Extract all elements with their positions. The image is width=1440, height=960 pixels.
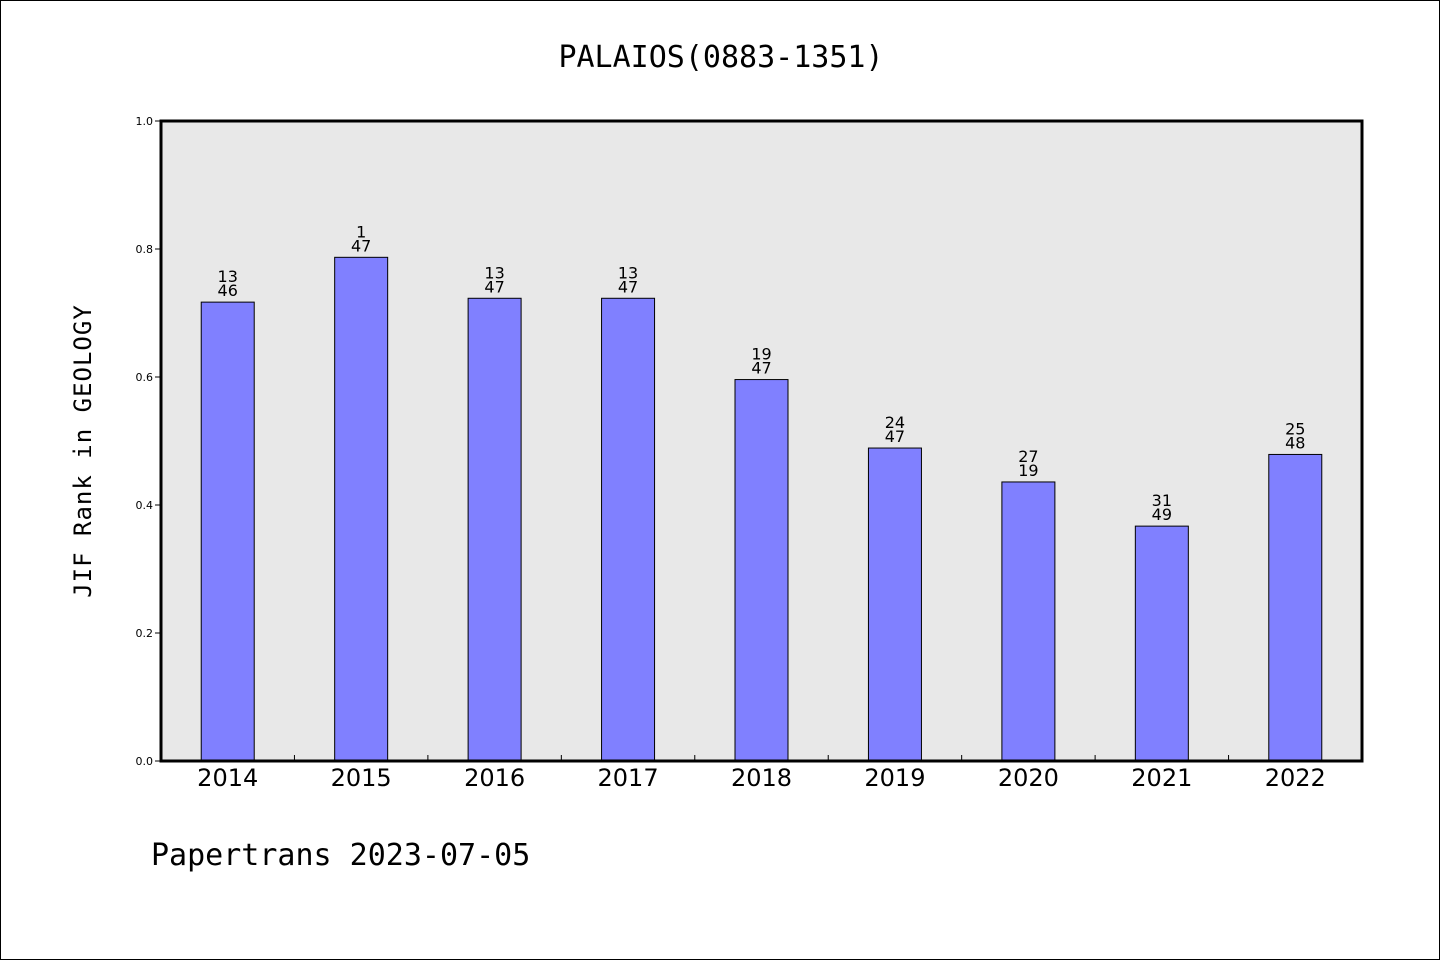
- x-tick-label-2016: 2016: [464, 764, 525, 792]
- data-label-total-2014: 46: [218, 281, 238, 300]
- data-label-rank-2014: 13: [218, 267, 238, 286]
- data-label-rank-2022: 25: [1285, 419, 1305, 438]
- x-tick-label-2020: 2020: [998, 764, 1059, 792]
- x-tick-label-2022: 2022: [1265, 764, 1326, 792]
- data-label-rank-2015: 1: [356, 222, 366, 241]
- axis-ticks: 2014 2015 2016 2017 2018 2019 2020 2021 2022 0.0 0…: [136, 115, 1326, 792]
- y-tick-label-1.0: 1.0: [136, 115, 154, 128]
- bar-2020: [1001, 481, 1056, 762]
- data-label-rank-2021: 31: [1152, 491, 1172, 510]
- bar-2019: [867, 447, 922, 762]
- y-tick-label-0.4: 0.4: [136, 499, 154, 512]
- x-tick-label-2019: 2019: [864, 764, 925, 792]
- data-label-total-2015: 47: [351, 236, 371, 255]
- x-tick-label-2021: 2021: [1131, 764, 1192, 792]
- x-tick-label-2014: 2014: [197, 764, 258, 792]
- bar-2015: [334, 256, 389, 762]
- data-label-total-2017: 47: [618, 277, 638, 296]
- data-label-total-2018: 47: [751, 359, 771, 378]
- data-label-total-2020: 19: [1018, 461, 1038, 480]
- x-tick-label-2017: 2017: [598, 764, 659, 792]
- data-label-total-2016: 47: [484, 277, 504, 296]
- data-label-rank-2020: 27: [1018, 447, 1038, 466]
- footer-credit: Papertrans 2023-07-05: [151, 838, 530, 873]
- x-tick-label-2018: 2018: [731, 764, 792, 792]
- bar-2018: [734, 379, 789, 762]
- x-tick-label-2015: 2015: [331, 764, 392, 792]
- y-axis-label: JIF Rank in GEOLOGY: [69, 304, 97, 598]
- data-label-rank-2017: 13: [618, 263, 638, 282]
- plot-border: [159, 119, 1364, 763]
- data-label-total-2019: 47: [885, 427, 905, 446]
- bar-2014: [200, 301, 255, 762]
- data-label-rank-2019: 24: [885, 413, 905, 432]
- bar-2016: [467, 297, 522, 762]
- data-label-total-2022: 48: [1285, 433, 1305, 452]
- y-tick-label-0.6: 0.6: [136, 371, 154, 384]
- bar-2017: [601, 297, 656, 762]
- data-label-rank-2018: 19: [751, 345, 771, 364]
- chart-title: PALAIOS(0883-1351): [558, 40, 883, 75]
- y-tick-label-0.8: 0.8: [136, 243, 154, 256]
- bar-2021: [1134, 525, 1189, 762]
- data-label-total-2021: 49: [1152, 505, 1172, 524]
- y-tick-label-0.2: 0.2: [136, 627, 154, 640]
- data-label-rank-2016: 13: [484, 263, 504, 282]
- y-tick-label-0.0: 0.0: [136, 755, 154, 768]
- bar-2022: [1268, 453, 1323, 762]
